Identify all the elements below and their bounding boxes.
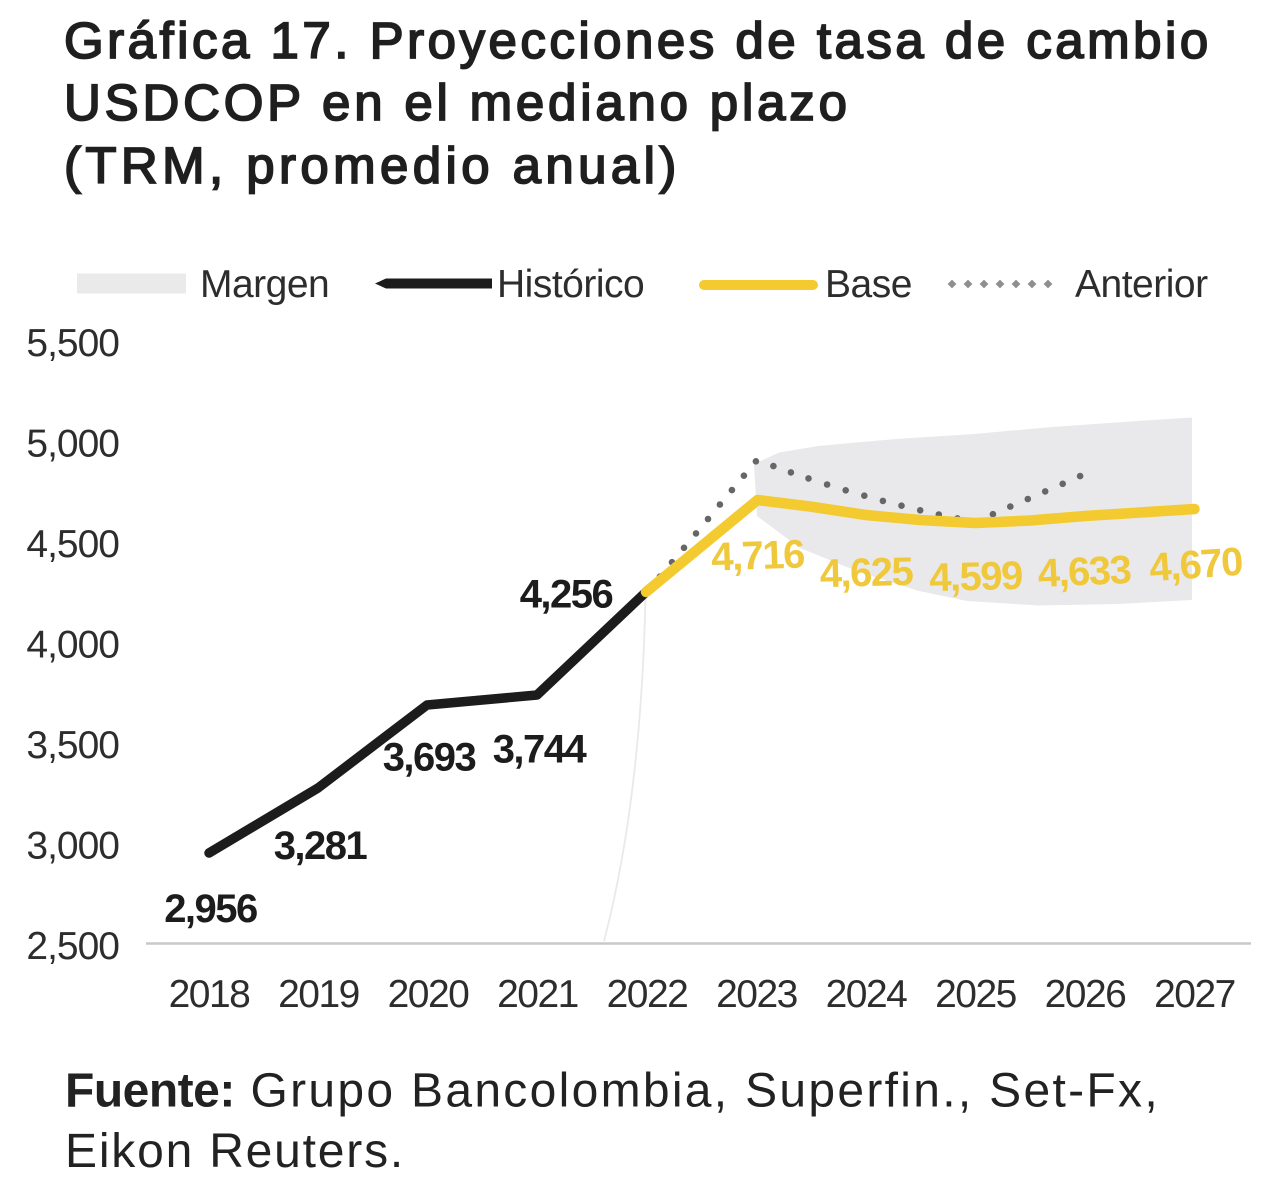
svg-text:Eikon Reuters.: Eikon Reuters.	[65, 1125, 405, 1178]
svg-text:4,599: 4,599	[929, 554, 1023, 600]
svg-text:(TRM, promedio anual): (TRM, promedio anual)	[64, 137, 681, 194]
svg-text:3,281: 3,281	[274, 824, 368, 868]
svg-text:Histórico: Histórico	[497, 263, 644, 306]
svg-text:2023: 2023	[716, 973, 797, 1016]
svg-text:Margen: Margen	[200, 263, 329, 306]
svg-text:4,000: 4,000	[26, 624, 119, 667]
svg-text:4,716: 4,716	[710, 532, 804, 579]
svg-text:3,693: 3,693	[383, 736, 476, 780]
svg-text:2020: 2020	[388, 973, 470, 1016]
svg-text:2026: 2026	[1045, 973, 1126, 1016]
svg-text:4,500: 4,500	[26, 523, 119, 566]
svg-text:3,744: 3,744	[493, 728, 588, 772]
svg-text:2021: 2021	[497, 973, 578, 1016]
svg-text:4,670: 4,670	[1148, 540, 1244, 590]
svg-text:2024: 2024	[826, 973, 908, 1016]
svg-text:2025: 2025	[935, 973, 1017, 1016]
svg-text:2019: 2019	[278, 973, 359, 1016]
svg-text:2022: 2022	[607, 973, 688, 1016]
svg-text:2,956: 2,956	[164, 887, 257, 931]
svg-text:Gráfica 17. Proyecciones de ta: Gráfica 17. Proyecciones de tasa de camb…	[64, 12, 1212, 69]
svg-text:5,500: 5,500	[26, 322, 119, 365]
svg-text:2,500: 2,500	[26, 925, 119, 968]
svg-text:Anterior: Anterior	[1075, 263, 1208, 306]
svg-text:Base: Base	[825, 263, 912, 306]
svg-text:USDCOP en el mediano plazo: USDCOP en el mediano plazo	[64, 74, 851, 131]
svg-text:2027: 2027	[1154, 973, 1235, 1016]
svg-text:5,000: 5,000	[26, 423, 119, 466]
svg-text:2018: 2018	[169, 973, 250, 1016]
svg-text:4,256: 4,256	[520, 573, 613, 617]
svg-text:3,000: 3,000	[26, 825, 119, 868]
svg-text:Fuente: Grupo Bancolombia, Sup: Fuente: Grupo Bancolombia, Superfin., Se…	[65, 1065, 1160, 1118]
svg-text:3,500: 3,500	[26, 724, 119, 767]
svg-text:4,625: 4,625	[819, 550, 914, 596]
svg-text:4,633: 4,633	[1037, 548, 1132, 596]
